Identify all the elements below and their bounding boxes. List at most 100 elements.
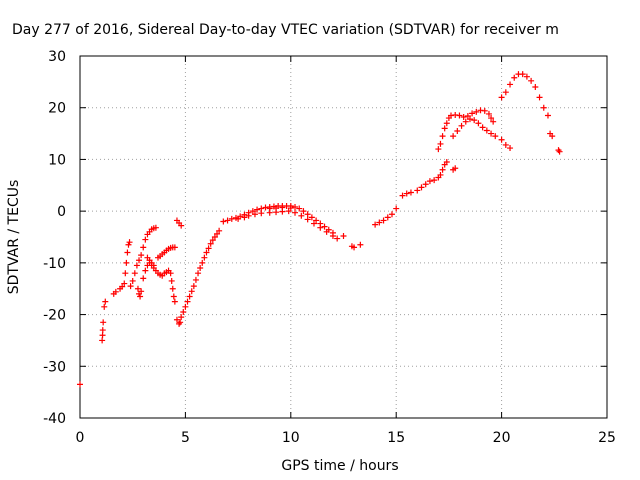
data-point [177, 319, 184, 326]
data-point [441, 125, 448, 132]
data-point [300, 208, 307, 215]
x-axis: 0 5 10 15 20 25 [76, 56, 616, 446]
data-point [173, 316, 180, 323]
data-point [351, 244, 358, 251]
data-point [304, 216, 311, 223]
data-point [507, 81, 514, 88]
data-point [112, 288, 119, 295]
y-tick-label: -30 [43, 359, 66, 375]
data-point [100, 319, 107, 326]
data-point [235, 215, 242, 222]
grid-lines [80, 56, 607, 418]
data-point [481, 107, 488, 114]
data-point [435, 146, 442, 153]
data-point [298, 212, 305, 219]
data-point [207, 240, 214, 247]
data-point [458, 122, 465, 129]
data-point [490, 118, 497, 125]
data-point [102, 298, 109, 305]
data-point [220, 218, 227, 225]
data-point [138, 288, 145, 295]
data-point [384, 214, 391, 221]
data-point [192, 276, 199, 283]
data-point [209, 237, 216, 244]
data-point [205, 245, 212, 252]
data-point [466, 116, 473, 123]
x-tick-label: 5 [181, 430, 190, 446]
data-point [101, 303, 108, 310]
data-point [439, 133, 446, 140]
data-point [473, 108, 480, 115]
data-point [136, 257, 143, 264]
data-point [195, 270, 202, 277]
x-tick-label: 0 [76, 430, 85, 446]
data-point [323, 228, 330, 235]
data-point [216, 227, 223, 234]
data-point [214, 230, 221, 237]
data-point [454, 127, 461, 134]
data-point [540, 104, 547, 111]
data-point [133, 262, 140, 269]
data-point [254, 206, 261, 213]
x-tick-label: 20 [493, 430, 511, 446]
data-point [329, 232, 336, 239]
data-point [119, 283, 126, 290]
data-point [134, 285, 141, 292]
data-point [407, 189, 414, 196]
data-point [203, 249, 210, 256]
data-points [77, 71, 563, 388]
data-point [502, 141, 509, 148]
data-point [469, 110, 476, 117]
data-point [519, 71, 526, 78]
x-axis-label: GPS time / hours [281, 458, 398, 474]
data-point [99, 332, 106, 339]
data-point [178, 314, 185, 321]
data-point [121, 280, 128, 287]
data-point [180, 308, 187, 315]
y-axis: -40 -30 -20 -10 0 10 20 30 [43, 49, 607, 427]
data-point [152, 224, 159, 231]
data-point [556, 148, 563, 155]
data-point [138, 252, 145, 259]
data-point [488, 130, 495, 137]
chart-title: Day 277 of 2016, Sidereal Day-to-day VTE… [12, 22, 559, 38]
data-point [142, 267, 149, 274]
data-point [443, 120, 450, 127]
data-point [124, 249, 131, 256]
data-point [437, 171, 444, 178]
data-point [279, 204, 286, 211]
data-point [439, 166, 446, 173]
y-tick-label: -40 [43, 411, 66, 427]
data-point [99, 327, 106, 334]
data-point [317, 224, 324, 231]
data-point [258, 210, 265, 217]
data-point [201, 254, 208, 261]
data-point [450, 133, 457, 140]
data-point [266, 205, 273, 212]
data-point [199, 259, 206, 266]
data-point [443, 159, 450, 166]
data-point [388, 211, 395, 218]
data-point [483, 127, 490, 134]
data-point [321, 223, 328, 230]
data-point [127, 283, 134, 290]
x-tick-label: 10 [282, 430, 300, 446]
data-point [372, 221, 379, 228]
data-point [224, 217, 231, 224]
data-point [414, 187, 421, 194]
data-point [169, 285, 176, 292]
data-point [422, 181, 429, 188]
data-point [431, 177, 438, 184]
data-point [188, 288, 195, 295]
data-point [502, 89, 509, 96]
y-tick-label: 30 [48, 49, 66, 65]
data-point [393, 205, 400, 212]
data-point [241, 214, 248, 221]
data-point [131, 270, 138, 277]
y-tick-label: -10 [43, 256, 66, 272]
data-point [376, 219, 383, 226]
data-point [129, 277, 136, 284]
data-point [190, 283, 197, 290]
data-point [184, 298, 191, 305]
data-point [523, 73, 530, 80]
